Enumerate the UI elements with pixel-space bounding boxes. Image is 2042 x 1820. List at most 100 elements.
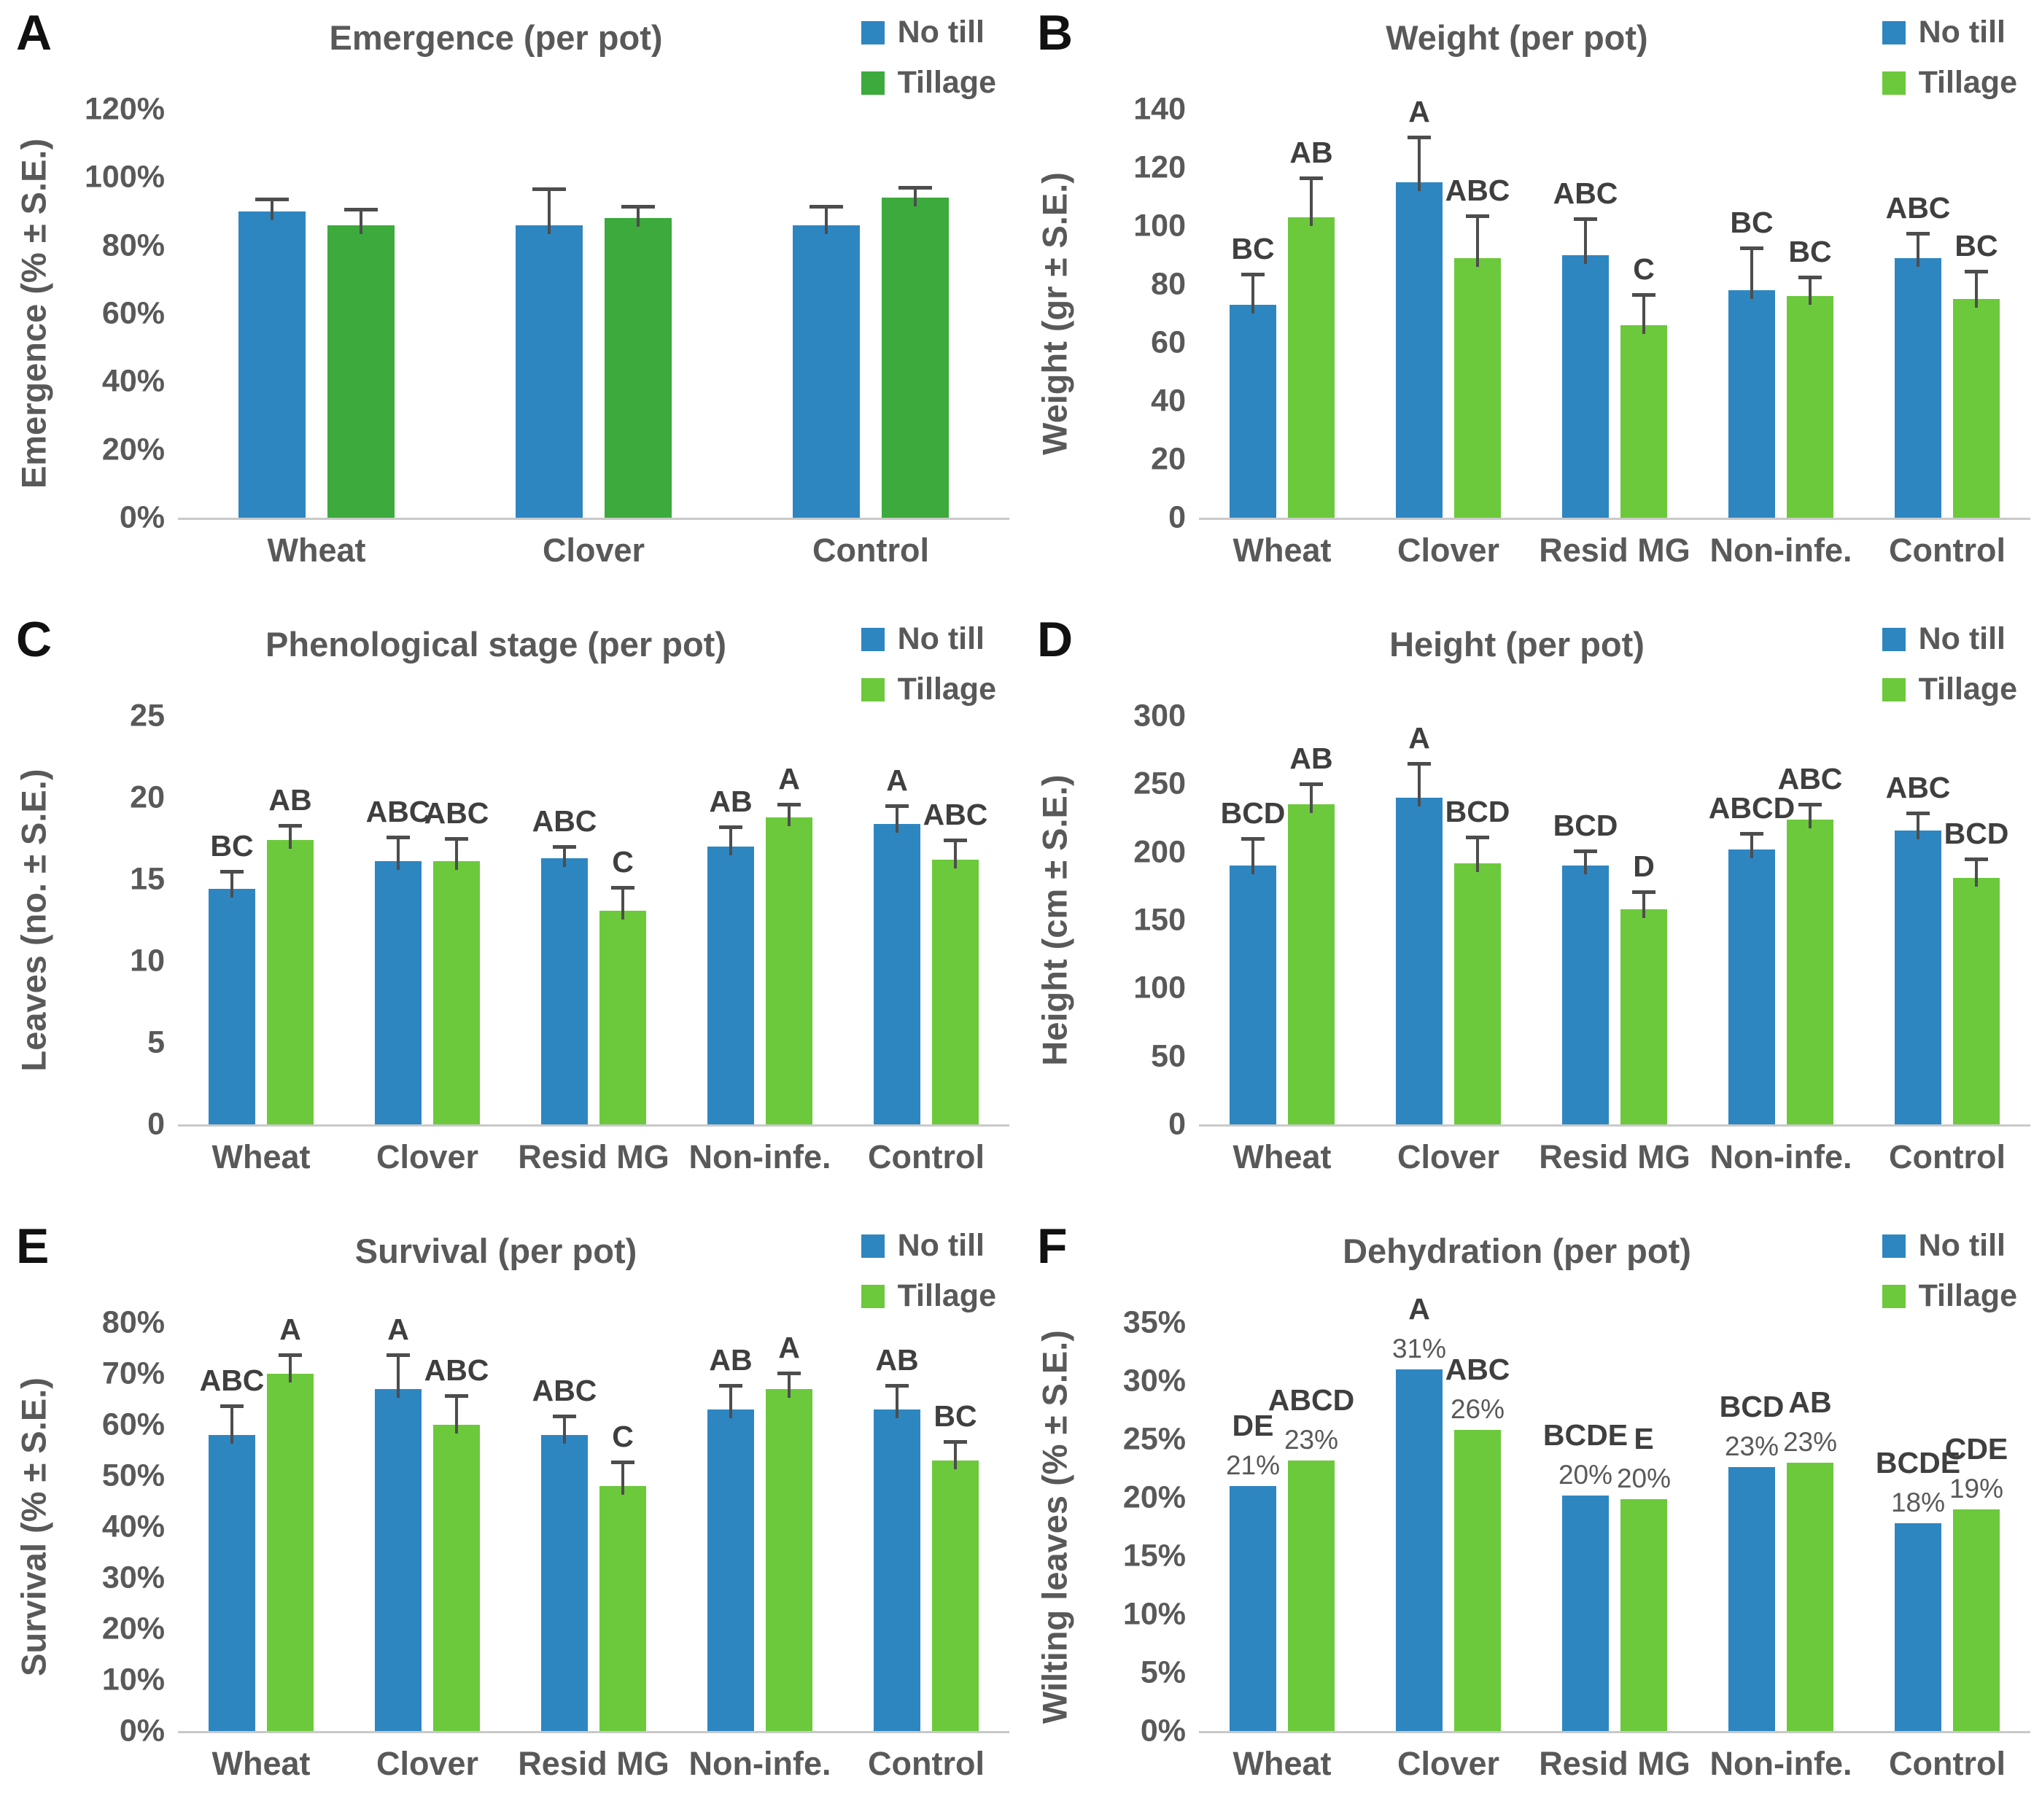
significance-letter: ABC bbox=[1885, 770, 1951, 804]
bar-group-resid-mg: ABC C bbox=[510, 716, 677, 1124]
legend-swatch-no-till-icon bbox=[861, 627, 885, 651]
significance-letter: CDE bbox=[1944, 1432, 2008, 1466]
y-tick-label: 200 bbox=[1133, 834, 1186, 870]
bar-no-till bbox=[1728, 1467, 1775, 1731]
bar-no-till bbox=[541, 1435, 588, 1731]
error-bar-line bbox=[637, 204, 640, 228]
error-bar-cap bbox=[1300, 176, 1323, 180]
significance-letter: AB bbox=[875, 1343, 919, 1377]
bar-slot: AB bbox=[874, 1323, 920, 1731]
bar-group-resid-mg: ABC C bbox=[510, 1323, 677, 1731]
error-bar-cap bbox=[1798, 276, 1822, 279]
y-tick-label: 15 bbox=[130, 861, 165, 897]
bar-slot: AB bbox=[267, 716, 314, 1124]
bar-slot: ABC bbox=[1778, 716, 1842, 1124]
error-bar-cap bbox=[1466, 214, 1489, 218]
bar-tillage bbox=[1620, 325, 1667, 518]
bar-slot: C bbox=[1620, 109, 1667, 518]
y-axis-title-text: Leaves (no. ± S.E.) bbox=[14, 769, 53, 1072]
bar-slot: AB bbox=[707, 716, 754, 1124]
bar-slot: 18% BCDE bbox=[1876, 1323, 1960, 1731]
bar-slot: ABC bbox=[424, 1323, 489, 1731]
y-axis-title: Weight (gr ± S.E.) bbox=[1021, 109, 1088, 607]
error-bar-cap bbox=[1408, 136, 1431, 139]
bar-tillage bbox=[1787, 819, 1833, 1124]
bar-group-clover: A BCD bbox=[1365, 716, 1532, 1124]
error-bar-line bbox=[1251, 273, 1254, 314]
bar-no-till bbox=[1895, 258, 1941, 518]
error-bar-line bbox=[914, 186, 917, 207]
legend: No till Tillage bbox=[861, 1228, 996, 1314]
y-axis-title: Leaves (no. ± S.E.) bbox=[0, 716, 67, 1213]
bar-slot bbox=[238, 109, 306, 518]
bar-slot: ABC bbox=[1445, 109, 1510, 518]
legend-swatch-no-till-icon bbox=[861, 1234, 885, 1258]
error-bar-line bbox=[1476, 836, 1479, 872]
x-tick-label: Wheat bbox=[1232, 1138, 1332, 1175]
bar-no-till bbox=[1562, 1495, 1609, 1731]
bar-slot: 31% A bbox=[1392, 1294, 1446, 1731]
bar-slot: BC bbox=[1953, 109, 2000, 518]
x-tick-label: Wheat bbox=[1232, 1745, 1332, 1782]
error-bar-cap bbox=[1632, 293, 1655, 297]
bar-slot bbox=[516, 109, 583, 518]
y-axis-title-text: Height (cm ± S.E.) bbox=[1035, 774, 1074, 1066]
y-tick-label: 40 bbox=[1151, 383, 1186, 419]
error-bar-cap bbox=[1466, 836, 1489, 840]
value-label: 31% bbox=[1391, 1334, 1447, 1364]
panel-letter-c: C bbox=[16, 612, 53, 667]
x-tick-label: Clover bbox=[1397, 1138, 1500, 1175]
legend-item-tillage: Tillage bbox=[1882, 65, 2017, 101]
plot-area: BCD AB A BCD BCD D ABCD ABC ABC BCD bbox=[1199, 716, 2030, 1124]
x-tick-label: Non-infe. bbox=[688, 1138, 831, 1175]
legend-item-no-till: No till bbox=[861, 15, 996, 50]
bar-group-non-infe-: ABCD ABC bbox=[1698, 716, 1864, 1124]
significance-letter: ABC bbox=[1885, 191, 1951, 225]
x-axis-line bbox=[178, 518, 1009, 520]
error-bar-line bbox=[1476, 214, 1479, 267]
error-bar-line bbox=[621, 885, 624, 919]
panel-f: F Dehydration (per pot) No till Tillage Wilt… bbox=[1021, 1213, 2042, 1820]
y-tick-label: 20% bbox=[101, 432, 165, 467]
y-tick-label: 0 bbox=[1168, 499, 1186, 535]
error-bar-cap bbox=[279, 1353, 302, 1357]
significance-letter: AB bbox=[1289, 742, 1333, 776]
legend-swatch-tillage-icon bbox=[1882, 1284, 1906, 1308]
significance-letter: BCD bbox=[1553, 808, 1618, 842]
plot-area: BC AB ABC ABC ABC C AB A A ABC bbox=[178, 716, 1009, 1124]
bar-slot: ABC bbox=[1886, 716, 1950, 1124]
error-bar-line bbox=[230, 869, 233, 898]
x-tick-label: Resid MG bbox=[518, 1138, 669, 1175]
bar-group-non-infe-: AB A bbox=[677, 716, 843, 1124]
error-bar-cap bbox=[1798, 803, 1822, 807]
bar-tillage bbox=[932, 1461, 979, 1731]
y-tick-label: 0 bbox=[1168, 1106, 1186, 1142]
y-tick-label: 50 bbox=[1151, 1038, 1186, 1074]
legend: No till Tillage bbox=[1882, 621, 2017, 707]
x-tick-label: Resid MG bbox=[1539, 1138, 1690, 1175]
y-tick-column: 0% 5% 10% 15% 20% 25% 30% 35% bbox=[1088, 1305, 1199, 1820]
bar-slot: A bbox=[267, 1315, 314, 1731]
y-tick-label: 40% bbox=[101, 1509, 165, 1544]
legend-item-no-till: No till bbox=[1882, 1228, 2017, 1264]
bar-tillage bbox=[1953, 878, 2000, 1124]
chart-area: Height (cm ± S.E.) 0 50 100 150 200 250 300 BCD A… bbox=[1021, 699, 2030, 1213]
significance-letter: AB bbox=[709, 1343, 753, 1377]
x-tick-label: Control bbox=[1889, 1745, 2006, 1782]
significance-letter: A bbox=[387, 1312, 409, 1346]
bar-group-wheat: 21% DE 23% ABCD bbox=[1199, 1323, 1365, 1731]
bar-tillage bbox=[1620, 1498, 1667, 1731]
bar-slot: 26% ABC bbox=[1445, 1323, 1510, 1731]
bar-tillage bbox=[1787, 1463, 1833, 1731]
bar-no-till bbox=[1895, 830, 1941, 1124]
y-tick-label: 300 bbox=[1133, 698, 1186, 734]
bar-no-till bbox=[1396, 182, 1443, 518]
legend-item-tillage: Tillage bbox=[861, 1278, 996, 1314]
bar-tillage bbox=[1454, 1430, 1501, 1731]
bar-no-till bbox=[209, 1435, 255, 1731]
significance-letter: A bbox=[279, 1312, 301, 1346]
x-tick-label: Clover bbox=[376, 1745, 479, 1782]
significance-letter: BCD bbox=[1445, 795, 1510, 829]
bar-group-wheat: BCD AB bbox=[1199, 716, 1365, 1124]
error-bar-cap bbox=[220, 1404, 244, 1408]
